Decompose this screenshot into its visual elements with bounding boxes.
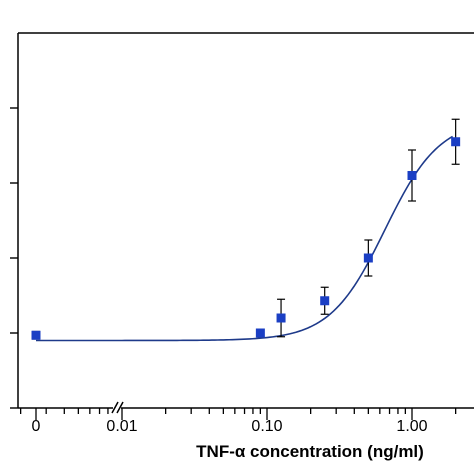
data-point [255,328,265,338]
data-point [276,298,286,338]
square-marker [276,313,286,323]
square-marker [320,296,330,306]
data-point [407,149,417,202]
data-point [31,330,41,340]
square-marker [451,137,461,147]
x-axis-title: TNF-α concentration (ng/ml) [196,442,424,461]
square-marker [363,253,373,263]
x-axis-tick-labels: 0 0.01 0.10 1.00 [32,418,428,435]
x-tick-label: 0.10 [251,418,282,435]
data-point [363,239,373,277]
square-marker [407,171,417,180]
x-tick-label: 1.00 [396,418,427,435]
square-marker [255,328,265,338]
y-axis-ticks [10,107,18,409]
x-tick-label: 0 [32,418,41,435]
plot-frame [17,32,474,414]
x-tick-label: 0.01 [106,418,137,435]
fit-curve [36,135,454,342]
data-point [320,286,330,315]
square-marker [31,330,41,340]
axis-break-marker [111,401,124,414]
data-points [31,118,461,340]
x-axis-ticks [19,408,457,420]
data-point [451,118,461,165]
